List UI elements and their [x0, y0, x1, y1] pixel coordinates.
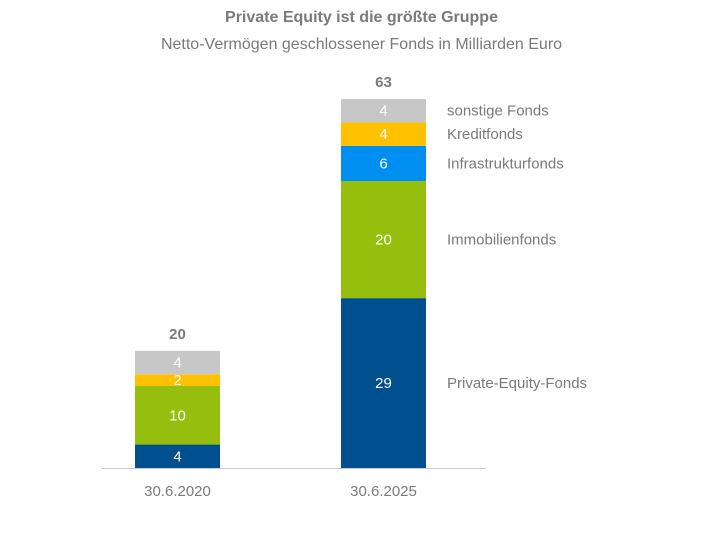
- bar-segment-immobilienfonds-2: [341, 181, 426, 299]
- bar-segment-immobilienfonds-1: [135, 386, 220, 445]
- bar-segment-kreditfonds-2: [341, 122, 426, 146]
- x-tick-label-2: 30.6.2025: [350, 483, 417, 500]
- total-label-1: 20: [169, 326, 186, 343]
- data-label-infrastrukturfonds-2: 6: [379, 155, 387, 172]
- legend-label-kreditfonds: Kreditfonds: [447, 126, 523, 143]
- bar-segment-private-equity-fonds-1: [135, 444, 220, 468]
- legend-label-infrastrukturfonds: Infrastrukturfonds: [447, 155, 564, 172]
- data-label-sonstige-fonds-1: 4: [173, 355, 181, 372]
- data-label-sonstige-fonds-2: 4: [379, 103, 387, 120]
- legend-label-private-equity-fonds: Private-Equity-Fonds: [447, 375, 587, 392]
- bar-segment-private-equity-fonds-2: [341, 298, 426, 468]
- bar-segment-infrastrukturfonds-2: [341, 145, 426, 181]
- legend-label-sonstige-fonds: sonstige Fonds: [447, 103, 549, 120]
- data-label-immobilienfonds-2: 20: [375, 232, 392, 249]
- legend-label-immobilienfonds: Immobilienfonds: [447, 232, 556, 249]
- x-tick-label-1: 30.6.2020: [144, 483, 211, 500]
- data-label-kreditfonds-2: 4: [379, 126, 387, 143]
- data-label-kreditfonds-1: 2: [173, 372, 181, 389]
- total-label-2: 63: [375, 74, 392, 91]
- bar-segment-sonstige-fonds-1: [135, 350, 220, 375]
- bar-segment-sonstige-fonds-2: [341, 99, 426, 123]
- data-label-private-equity-fonds-1: 4: [173, 448, 181, 465]
- bar-segment-kreditfonds-1: [135, 374, 220, 386]
- data-label-private-equity-fonds-2: 29: [375, 375, 392, 392]
- data-label-immobilienfonds-1: 10: [169, 407, 186, 424]
- chart-title: Private Equity ist die größte Gruppe: [225, 9, 498, 26]
- chart-subtitle: Netto-Vermögen geschlossener Fonds in Mi…: [160, 36, 563, 53]
